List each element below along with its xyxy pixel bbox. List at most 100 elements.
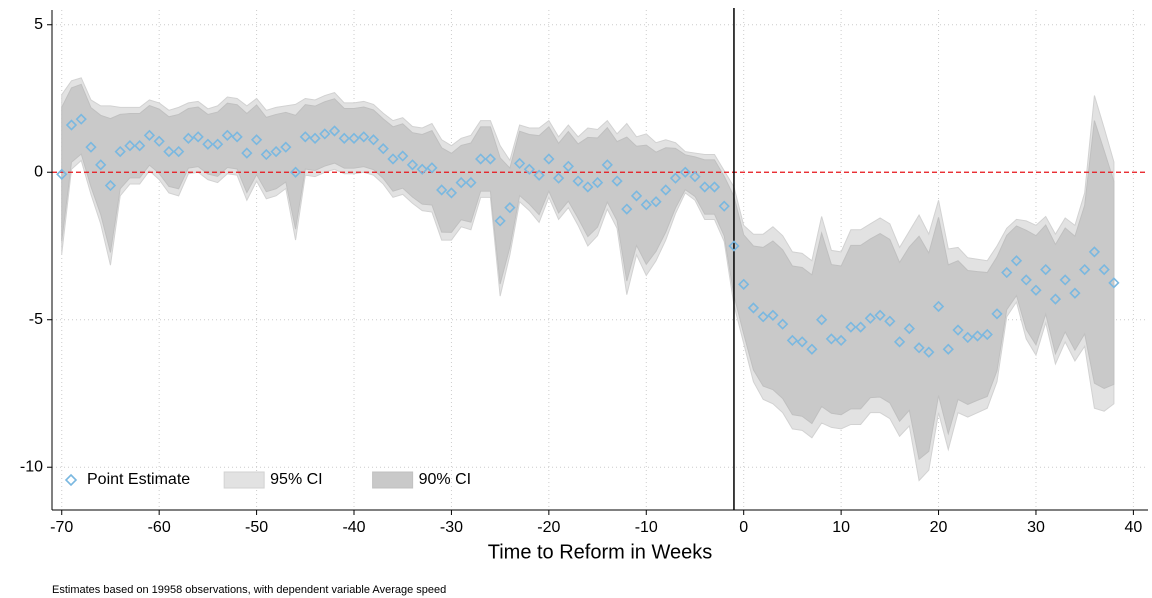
point [173, 145, 185, 158]
point [971, 330, 984, 342]
point [796, 336, 808, 348]
point [777, 318, 789, 330]
point [913, 342, 925, 354]
point [202, 138, 214, 150]
point [104, 179, 117, 192]
point [221, 129, 233, 142]
point [757, 311, 769, 323]
point [416, 163, 428, 175]
point [358, 131, 370, 143]
point [630, 190, 643, 202]
point [806, 343, 818, 355]
point [75, 113, 87, 125]
point [114, 145, 126, 158]
point [1040, 263, 1052, 276]
x-axis-label: Time to Reform in Weeks [488, 541, 713, 563]
point [621, 203, 633, 215]
point [640, 199, 652, 211]
point [767, 309, 779, 321]
point [494, 215, 506, 227]
x-tick-label: -50 [245, 519, 268, 536]
point [289, 166, 302, 178]
point [192, 131, 204, 143]
point [465, 176, 477, 189]
point [1108, 277, 1120, 289]
point [874, 309, 886, 321]
x-tick-label: 20 [930, 519, 948, 536]
point [1001, 266, 1013, 279]
point [893, 336, 906, 348]
x-tick-label: 0 [739, 519, 748, 536]
point [903, 322, 915, 335]
point [1059, 274, 1071, 286]
point [513, 157, 526, 170]
point [816, 314, 828, 326]
x-tick-label: -20 [537, 519, 560, 536]
point [299, 131, 311, 143]
point [153, 135, 165, 147]
y-tick-label: 5 [34, 16, 43, 33]
point [864, 312, 876, 324]
point [962, 331, 974, 344]
point [942, 343, 954, 355]
x-tick-label: 30 [1027, 519, 1045, 536]
legend-label: 95% CI [270, 471, 322, 488]
point [747, 302, 760, 314]
legend-swatch [372, 471, 414, 489]
point [504, 202, 516, 214]
point [1049, 293, 1062, 305]
point [280, 141, 292, 153]
point [728, 240, 740, 252]
point [552, 172, 565, 184]
point [786, 334, 799, 347]
point [270, 145, 282, 158]
point [260, 148, 272, 161]
legend-swatch [223, 471, 265, 489]
point [1010, 255, 1023, 267]
point [319, 128, 331, 140]
point [211, 138, 224, 150]
ci-band [61, 83, 1115, 461]
point [124, 140, 136, 152]
point [533, 169, 545, 181]
point [825, 333, 838, 345]
point [1088, 246, 1101, 258]
x-tick-label: 10 [832, 519, 850, 536]
point [338, 132, 350, 144]
point [377, 143, 389, 155]
point [65, 119, 78, 131]
x-tick-label: 40 [1124, 519, 1142, 536]
point [387, 153, 399, 165]
point [455, 176, 467, 189]
point [835, 334, 847, 347]
y-tick-label: -10 [20, 458, 43, 475]
point [669, 172, 682, 184]
point [738, 278, 750, 290]
point [231, 131, 243, 143]
x-tick-label: -30 [440, 519, 463, 536]
point [163, 145, 175, 158]
point [250, 134, 263, 146]
point [241, 147, 253, 159]
point [143, 129, 156, 142]
point [845, 321, 857, 333]
point [699, 181, 711, 193]
point [543, 153, 555, 165]
point [952, 324, 964, 336]
point [718, 200, 730, 212]
point [981, 328, 993, 341]
point [309, 132, 321, 144]
point [523, 163, 536, 175]
point [475, 153, 487, 165]
legend-label: 90% CI [419, 471, 471, 488]
point [572, 175, 584, 187]
point [445, 187, 458, 199]
point [660, 184, 672, 196]
point [650, 196, 662, 208]
point [397, 150, 409, 162]
point [582, 181, 594, 193]
point [406, 159, 419, 171]
point [95, 159, 107, 171]
